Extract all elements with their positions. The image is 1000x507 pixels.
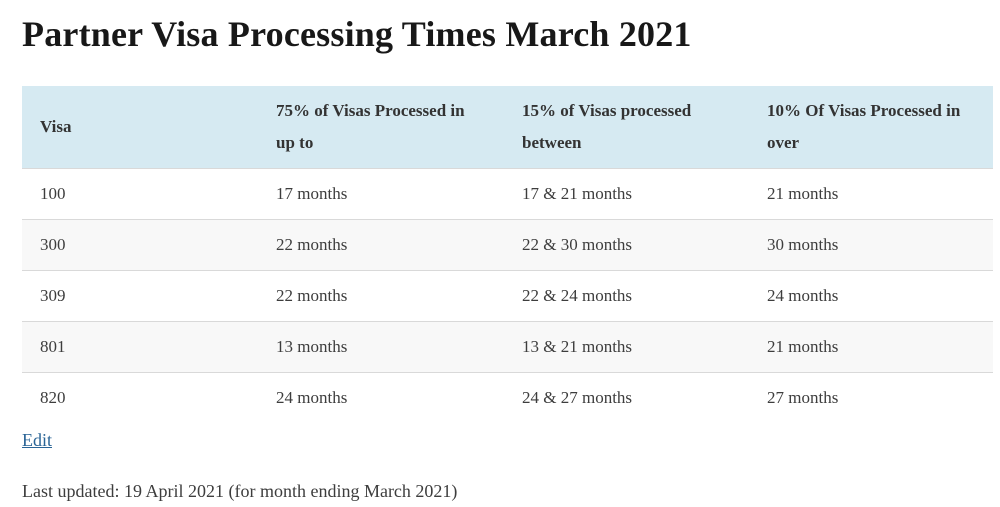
- cell-15-percent: 13 & 21 months: [522, 337, 633, 356]
- cell-visa: 309: [40, 286, 66, 305]
- table-row-visa-100: 100 17 months 17 & 21 months 21 months: [22, 168, 993, 220]
- header-row: Visa 75% of Visas Processed in up to 15%…: [22, 86, 993, 169]
- cell-15-percent: 22 & 30 months: [522, 235, 633, 254]
- page-title: Partner Visa Processing Times March 2021: [22, 14, 692, 54]
- table-row-visa-309: 309 22 months 22 & 24 months 24 months: [22, 270, 993, 322]
- cell-visa: 300: [40, 235, 66, 254]
- edit-link[interactable]: Edit: [22, 429, 52, 450]
- column-header-10-percent: 10% Of Visas Processed in over: [749, 86, 993, 169]
- cell-75-percent: 22 months: [276, 235, 348, 254]
- cell-visa: 820: [40, 388, 66, 408]
- cell-15-percent: 22 & 24 months: [522, 286, 633, 305]
- table-row-visa-801: 801 13 months 13 & 21 months 21 months: [22, 321, 993, 373]
- column-header-visa: Visa: [22, 86, 258, 169]
- column-header-75-percent: 75% of Visas Processed in up to: [258, 86, 504, 169]
- cell-visa: 100: [40, 184, 66, 203]
- cell-75-percent: 22 months: [276, 286, 348, 305]
- cell-10-percent: 21 months: [767, 337, 839, 356]
- cell-75-percent: 13 months: [276, 337, 348, 356]
- cell-10-percent: 30 months: [767, 235, 839, 254]
- column-header-15-percent: 15% of Visas processed between: [504, 86, 749, 169]
- table-header: Visa 75% of Visas Processed in up to 15%…: [22, 86, 993, 169]
- cell-15-percent: 17 & 21 months: [522, 184, 633, 203]
- table-row-visa-300: 300 22 months 22 & 30 months 30 months: [22, 219, 993, 271]
- last-updated-text: Last updated: 19 April 2021 (for month e…: [22, 480, 458, 501]
- table-row-visa-820: 820 24 months 24 & 27 months 27 months: [22, 372, 993, 424]
- cell-visa: 801: [40, 337, 66, 356]
- cell-75-percent: 24 months: [276, 388, 348, 408]
- cell-10-percent: 27 months: [767, 388, 839, 408]
- cell-10-percent: 24 months: [767, 286, 839, 305]
- visa-processing-table: Visa 75% of Visas Processed in up to 15%…: [22, 86, 993, 424]
- cell-15-percent: 24 & 27 months: [522, 388, 633, 408]
- table-body: 100 17 months 17 & 21 months 21 months 3…: [22, 168, 993, 424]
- cell-10-percent: 21 months: [767, 184, 839, 203]
- cell-75-percent: 17 months: [276, 184, 348, 203]
